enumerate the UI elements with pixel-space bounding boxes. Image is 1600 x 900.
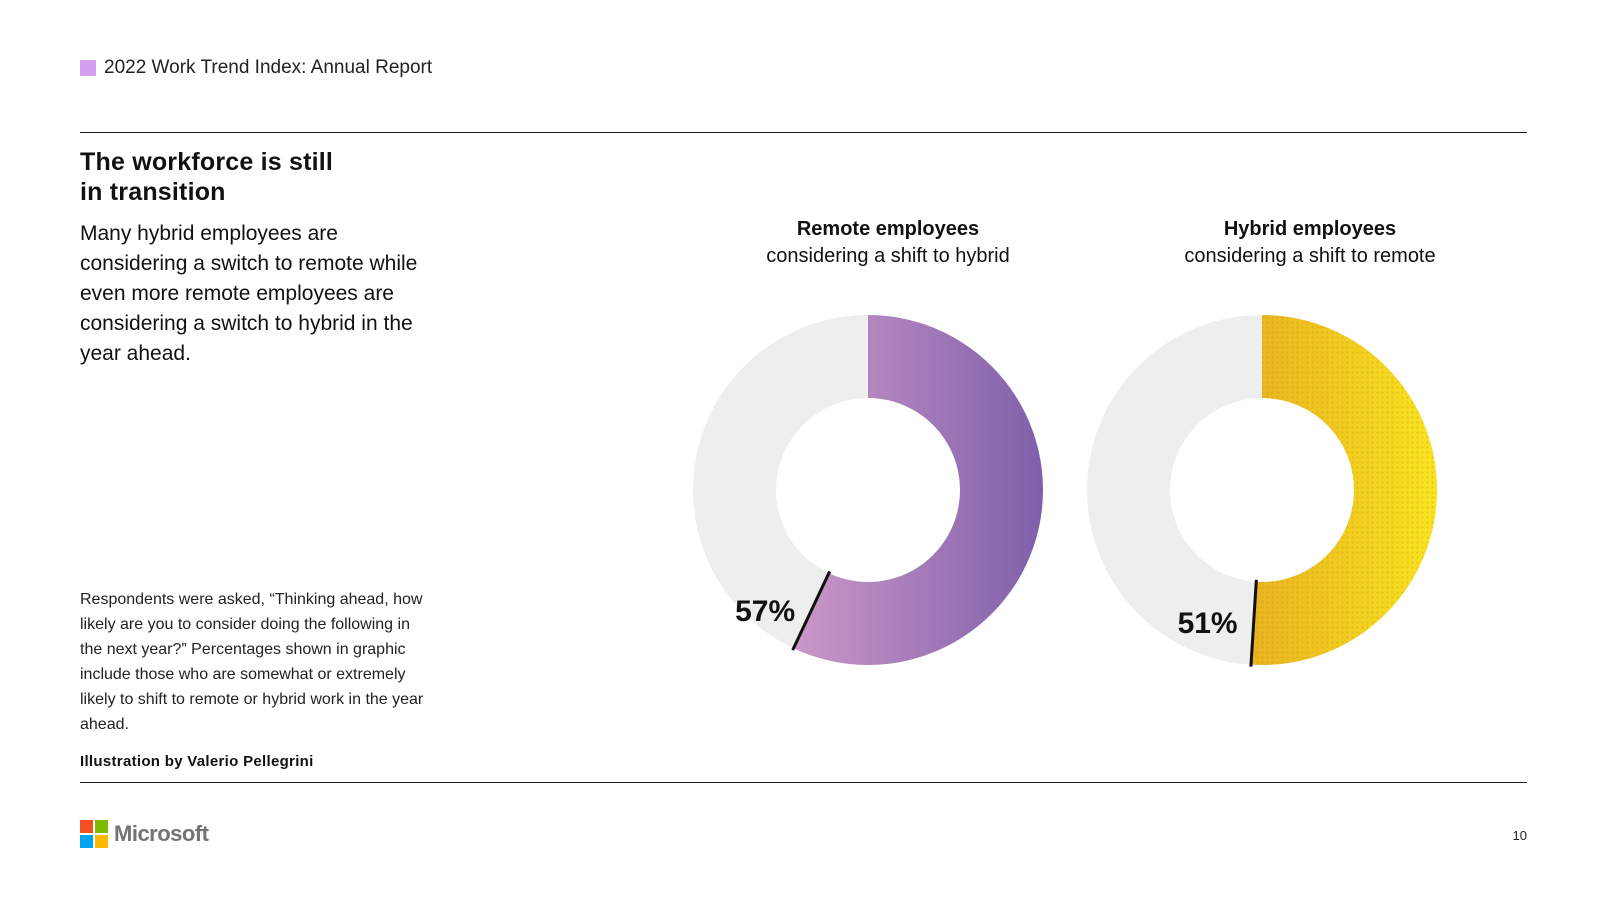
donut-1-marker-line [791,570,832,651]
illustration-credit: Illustration by Valerio Pellegrini [80,753,314,770]
logo-square-yellow [95,835,108,848]
chart-1-subheading: considering a shift to hybrid [766,245,1010,267]
page-heading: The workforce is still in transition [80,147,420,207]
chart-1-title: Remote employees considering a shift to … [728,216,1048,270]
chart-2-heading: Hybrid employees [1223,218,1397,240]
bottom-divider [80,782,1527,783]
methodology-footnote: Respondents were asked, “Thinking ahead,… [80,591,424,733]
microsoft-logo: Microsoft [80,820,209,848]
logo-square-red [80,820,93,833]
report-title: 2022 Work Trend Index: Annual Report [104,57,433,78]
logo-square-blue [80,835,93,848]
chart-2-title: Hybrid employees considering a shift to … [1150,216,1470,270]
donut-charts: 57% 51% [693,315,1438,667]
chart-2-subheading: considering a shift to remote [1184,245,1436,267]
donut-2-marker-line [1249,579,1258,667]
logo-square-green [95,820,108,833]
intro-paragraph: Many hybrid employees are considering a … [80,222,418,365]
microsoft-wordmark: Microsoft [114,821,209,846]
donut-2-texture [1251,315,1438,665]
donut-2-percent-label: 51% [1178,607,1238,640]
report-header: 2022 Work Trend Index: Annual Report [80,57,432,79]
donut-1-percent-label: 57% [735,595,795,628]
heading-line-1: The workforce is still [80,148,334,176]
top-divider [80,132,1527,133]
heading-line-2: in transition [80,178,226,206]
donut-1-value-arc [793,315,1043,665]
page-number: 10 [1512,828,1527,843]
microsoft-logo-icon [80,820,108,848]
header-color-swatch [80,60,96,76]
chart-1-heading: Remote employees [796,218,980,240]
